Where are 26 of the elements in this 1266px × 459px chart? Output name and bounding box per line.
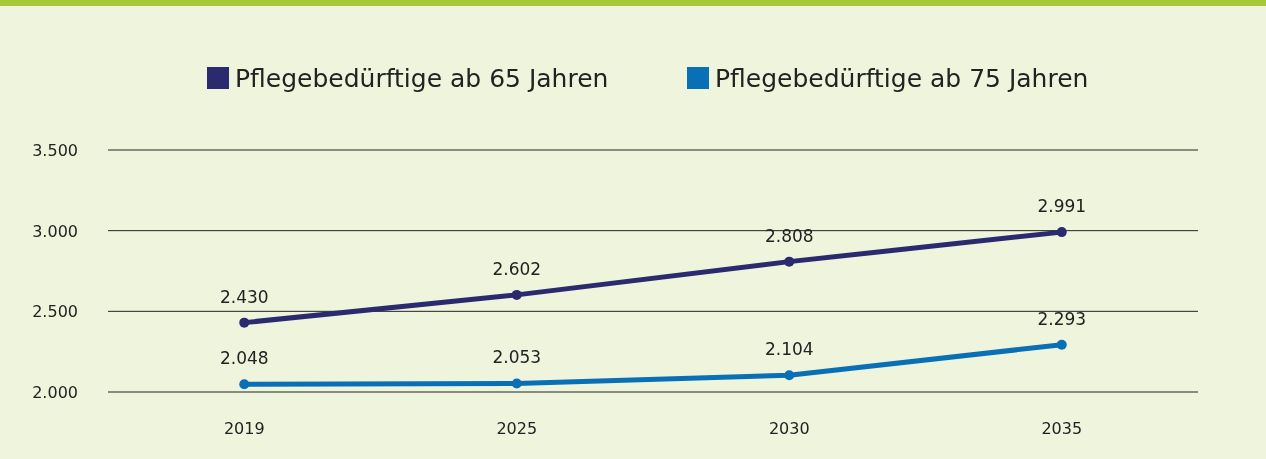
y-tick-label: 3.000 (32, 221, 78, 241)
point (1056, 339, 1067, 350)
point (1056, 227, 1067, 238)
data-label: 2.104 (764, 339, 814, 360)
point (511, 289, 522, 300)
point (239, 379, 250, 390)
point (239, 317, 250, 328)
data-label: 2.053 (492, 347, 542, 368)
point (784, 370, 795, 381)
y-tick-label: 2.500 (32, 302, 78, 322)
point (511, 378, 522, 389)
data-label: 2.602 (492, 258, 542, 279)
x-tick-label: 2035 (1041, 419, 1083, 438)
data-label: 2.991 (1037, 196, 1087, 217)
legend-label: Pflegebedürftige ab 75 Jahren (715, 64, 1089, 93)
y-tick-label: 3.500 (32, 141, 78, 160)
point (784, 256, 795, 267)
x-tick-label: 2019 (223, 419, 265, 438)
data-label: 2.048 (219, 348, 269, 369)
data-label: 2.808 (764, 225, 814, 246)
x-tick-label: 2025 (496, 419, 538, 438)
data-label: 2.430 (219, 286, 269, 307)
legend-label: Pflegebedürftige ab 65 Jahren (235, 64, 609, 93)
data-label: 2.293 (1037, 308, 1087, 329)
y-tick-label: 2.000 (32, 383, 78, 402)
x-tick-label: 2030 (768, 419, 810, 438)
